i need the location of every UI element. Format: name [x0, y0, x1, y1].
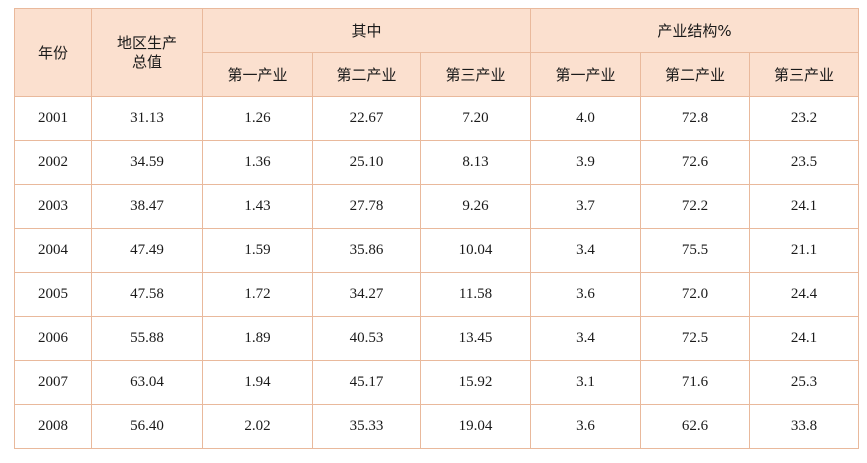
subheader-cell: 第三产业: [419, 52, 532, 97]
value-cell: 25.3: [749, 360, 860, 405]
value-cell: 47.49: [91, 228, 203, 273]
value-cell: 1.94: [202, 360, 313, 405]
value-cell: 45.17: [312, 360, 421, 405]
year-cell: 2004: [14, 228, 92, 273]
value-cell: 3.4: [530, 228, 642, 273]
value-cell: 33.8: [749, 404, 860, 449]
data-table: 年份 地区生产总值 其中 产业结构% 第一产业 第二产业 第三产业 第一产业 第二产业第…: [14, 8, 860, 449]
value-cell: 2.02: [202, 404, 313, 449]
year-cell: 2005: [14, 272, 92, 317]
year-cell: 2007: [14, 360, 92, 405]
table-row: 2001 31.13 1.26 22.67 7.20 4.0 72.8 23.2: [14, 96, 860, 141]
table-row: 2004 47.49 1.59 35.86 10.04 3.4 75.5 21.1: [14, 228, 860, 273]
value-cell: 72.6: [640, 140, 751, 185]
subheader-cell: 第一产业: [202, 52, 313, 97]
value-cell: 21.1: [749, 228, 860, 273]
value-cell: 3.4: [530, 316, 642, 361]
value-cell: 47.58: [91, 272, 203, 317]
year-cell: 2006: [14, 316, 92, 361]
value-cell: 3.7: [530, 184, 642, 229]
value-cell: 3.9: [530, 140, 642, 185]
value-cell: 23.2: [749, 96, 860, 141]
table-row: 2005 47.58 1.72 34.27 11.58 3.6 72.0 24.4: [14, 272, 860, 317]
value-cell: 34.59: [91, 140, 203, 185]
subheader-cell: 第二产业: [640, 52, 751, 97]
year-cell: 2002: [14, 140, 92, 185]
table-body: 2001 31.13 1.26 22.67 7.20 4.0 72.8 23.2 2002 34.…: [14, 96, 860, 449]
header-cell: 年份: [14, 8, 92, 97]
subheader-cell: 第三产业: [749, 52, 860, 97]
value-cell: 7.20: [419, 96, 532, 141]
value-cell: 34.27: [312, 272, 421, 317]
value-cell: 1.89: [202, 316, 313, 361]
value-cell: 56.40: [91, 404, 203, 449]
subheader-cell: 第二产业: [312, 52, 421, 97]
table-container: 年份 地区生产总值 其中 产业结构% 第一产业 第二产业 第三产业 第一产业 第二产业第…: [14, 8, 860, 449]
value-cell: 15.92: [419, 360, 532, 405]
value-cell: 9.26: [419, 184, 532, 229]
value-cell: 27.78: [312, 184, 421, 229]
value-cell: 72.5: [640, 316, 751, 361]
value-cell: 72.2: [640, 184, 751, 229]
group-header: 产业结构%: [530, 8, 860, 53]
value-cell: 1.72: [202, 272, 313, 317]
table-row: 2006 55.88 1.89 40.53 13.45 3.4 72.5 24.1: [14, 316, 860, 361]
year-cell: 2001: [14, 96, 92, 141]
value-cell: 62.6: [640, 404, 751, 449]
value-cell: 72.0: [640, 272, 751, 317]
value-cell: 55.88: [91, 316, 203, 361]
value-cell: 35.33: [312, 404, 421, 449]
value-cell: 19.04: [419, 404, 532, 449]
table-row: 2007 63.04 1.94 45.17 15.92 3.1 71.6 25.3: [14, 360, 860, 405]
header-text: 地区生产总值: [116, 33, 177, 71]
value-cell: 13.45: [419, 316, 532, 361]
value-cell: 24.1: [749, 184, 860, 229]
value-cell: 31.13: [91, 96, 203, 141]
value-cell: 71.6: [640, 360, 751, 405]
value-cell: 24.4: [749, 272, 860, 317]
table-row: 2003 38.47 1.43 27.78 9.26 3.7 72.2 24.1: [14, 184, 860, 229]
value-cell: 75.5: [640, 228, 751, 273]
value-cell: 63.04: [91, 360, 203, 405]
value-cell: 38.47: [91, 184, 203, 229]
value-cell: 4.0: [530, 96, 642, 141]
subheader-row: 第一产业 第二产业 第三产业 第一产业 第二产业 第三产业: [15, 52, 860, 97]
value-cell: 23.5: [749, 140, 860, 185]
value-cell: 1.36: [202, 140, 313, 185]
group-header: 其中: [201, 8, 532, 53]
value-cell: 22.67: [312, 96, 421, 141]
value-cell: 40.53: [312, 316, 421, 361]
header-cell: 地区生产总值: [91, 8, 203, 97]
table-row: 2008 56.40 2.02 35.33 19.04 3.6 62.6 33.8: [14, 404, 860, 449]
value-cell: 3.6: [530, 272, 642, 317]
table-row: 2002 34.59 1.36 25.10 8.13 3.9 72.6 23.5: [14, 140, 860, 185]
value-cell: 3.6: [530, 404, 642, 449]
value-cell: 35.86: [312, 228, 421, 273]
value-cell: 72.8: [640, 96, 751, 141]
value-cell: 1.26: [202, 96, 313, 141]
value-cell: 1.43: [202, 184, 313, 229]
header-row: 年份 地区生产总值 其中 产业结构%: [14, 8, 860, 97]
year-cell: 2008: [14, 404, 92, 449]
subheader-cell: 第一产业: [530, 52, 642, 97]
value-cell: 3.1: [530, 360, 642, 405]
value-cell: 25.10: [312, 140, 421, 185]
value-cell: 8.13: [419, 140, 532, 185]
year-cell: 2003: [14, 184, 92, 229]
value-cell: 24.1: [749, 316, 860, 361]
value-cell: 11.58: [419, 272, 532, 317]
value-cell: 10.04: [419, 228, 532, 273]
value-cell: 1.59: [202, 228, 313, 273]
